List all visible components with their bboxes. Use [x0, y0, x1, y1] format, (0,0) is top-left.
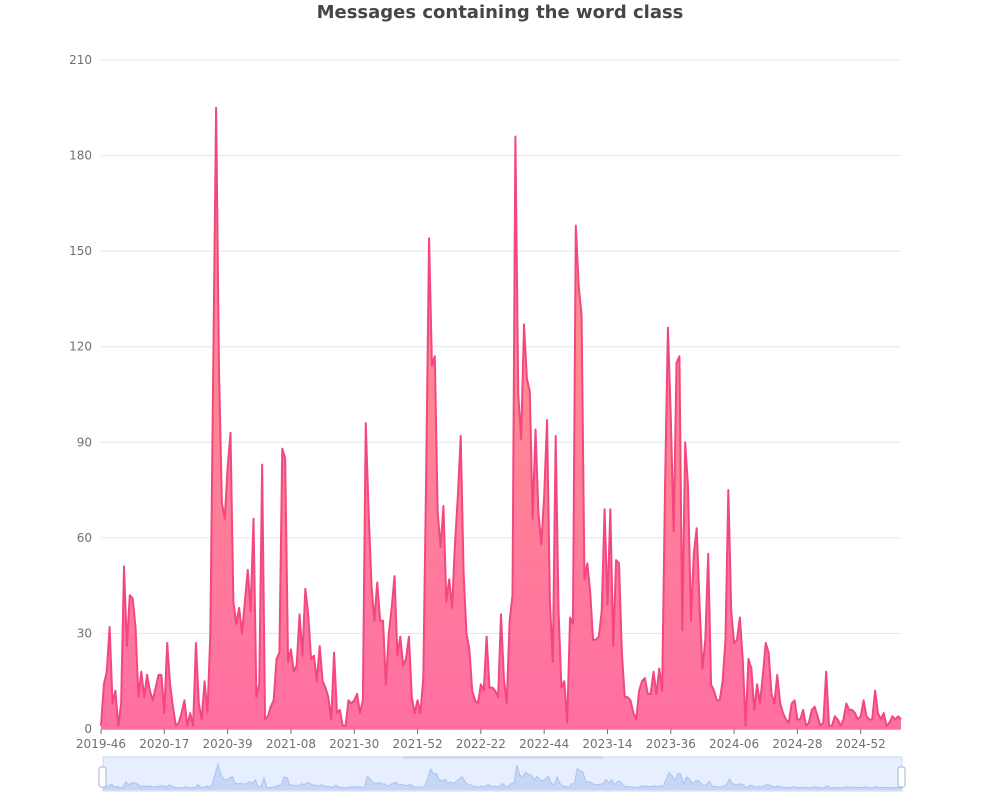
y-tick-label: 60	[77, 531, 92, 545]
x-tick-label: 2019-46	[76, 737, 126, 751]
y-tick-label: 210	[69, 53, 92, 67]
x-tick-label: 2023-36	[646, 737, 696, 751]
zoom-handle-left[interactable]	[98, 766, 107, 788]
y-tick-label: 0	[84, 722, 92, 736]
x-tick-label: 2020-39	[203, 737, 253, 751]
x-tick-label: 2022-22	[456, 737, 506, 751]
chart-title: Messages containing the word class	[316, 2, 684, 23]
zoom-move-handle[interactable]	[403, 756, 603, 759]
x-tick-label: 2024-52	[836, 737, 886, 751]
y-tick-label: 120	[69, 340, 92, 354]
zoom-handle-right[interactable]	[897, 766, 906, 788]
series-line	[100, 106, 902, 727]
x-tick-label: 2024-06	[709, 737, 759, 751]
x-tick-label: 2020-17	[139, 737, 189, 751]
x-tick-label: 2021-08	[266, 737, 316, 751]
x-axis: 2019-46 2020-17 2020-39 2021-08 2021-30 2021-…	[76, 728, 901, 751]
y-tick-label: 150	[69, 244, 92, 258]
y-tick-label: 30	[77, 626, 92, 640]
data-zoom-slider[interactable]	[98, 756, 906, 792]
y-tick-label: 180	[69, 149, 92, 163]
y-axis: 0 30 60 90 120 150 180 210	[69, 53, 92, 736]
zoom-preview-area	[103, 764, 902, 790]
x-tick-label: 2021-30	[329, 737, 379, 751]
series-group	[100, 106, 902, 730]
zoom-preview-line	[102, 762, 903, 789]
x-tick-label: 2021-52	[392, 737, 442, 751]
x-tick-label: 2024-28	[772, 737, 822, 751]
x-tick-label: 2022-44	[519, 737, 569, 751]
y-tick-label: 90	[77, 435, 92, 449]
x-tick-label: 2023-14	[582, 737, 632, 751]
